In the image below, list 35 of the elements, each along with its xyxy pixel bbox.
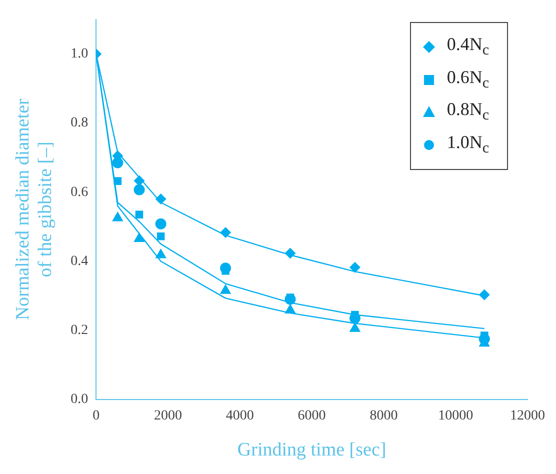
point <box>155 194 166 205</box>
x-tick-label: 10000 <box>438 408 474 424</box>
y-tick-label: 0.6 <box>70 184 88 200</box>
point <box>155 218 166 230</box>
y-tick-label: 1.0 <box>70 46 88 62</box>
y-tick-label: 0.0 <box>70 392 88 408</box>
point <box>220 227 232 238</box>
legend-label: 0.4N$_{c}$ <box>446 33 489 61</box>
x-tick-label: 8000 <box>370 408 398 424</box>
point <box>114 177 122 185</box>
x-axis-title: Grinding time [sec] <box>237 440 386 461</box>
point <box>134 184 145 196</box>
y-axis-title: Normalized median diameter of the gibbsite [–] <box>12 98 56 320</box>
y-tick-label: 0.4 <box>70 254 88 269</box>
point <box>156 232 165 240</box>
point <box>135 210 144 218</box>
y-tick-label: 0.8 <box>70 116 88 131</box>
y-tick-label: 0.2 <box>70 322 88 338</box>
point <box>284 304 296 314</box>
point <box>349 262 360 273</box>
point <box>112 212 124 222</box>
legend-label: 0.8N$_{c}$ <box>446 98 489 126</box>
point <box>155 248 166 258</box>
point <box>478 289 490 300</box>
x-tick-label: 4000 <box>226 408 254 424</box>
x-tick-label: 0 <box>92 408 100 424</box>
legend-label: 1.0N$_{c}$ <box>446 130 489 158</box>
x-tick-label: 2000 <box>154 408 182 424</box>
legend-label: 0.6N$_{c}$ <box>446 66 489 94</box>
point <box>349 322 361 332</box>
x-tick-label: 12000 <box>510 408 545 424</box>
x-tick-label: 6000 <box>298 408 326 424</box>
point <box>284 248 296 259</box>
point <box>134 232 145 242</box>
point <box>220 284 232 294</box>
